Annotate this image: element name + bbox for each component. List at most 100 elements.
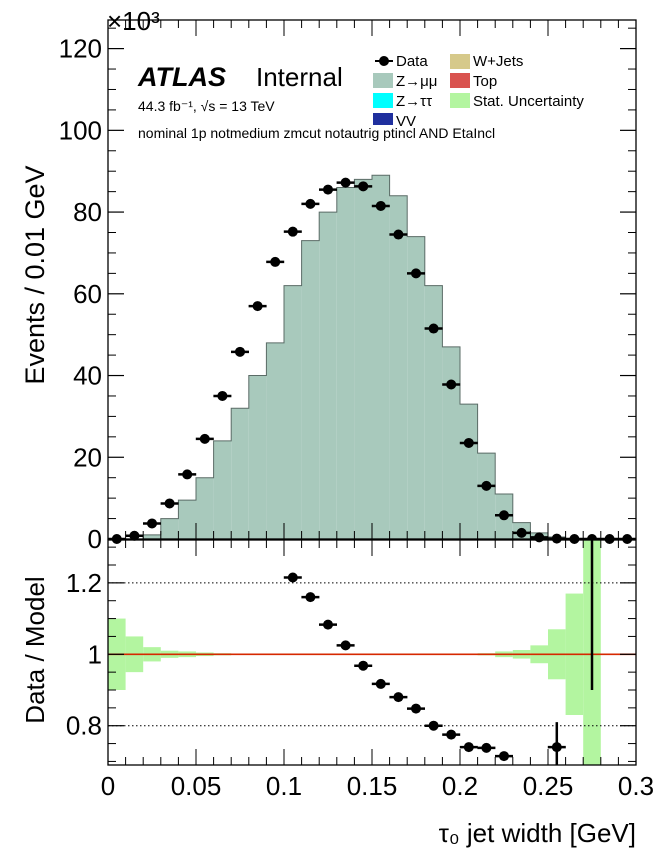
mc-bin <box>354 179 372 539</box>
data-point <box>147 518 157 529</box>
ratio-points <box>283 540 594 765</box>
mc-bin <box>407 236 425 539</box>
mc-bin <box>442 346 460 539</box>
ratio-y-tick-label: 1.2 <box>66 568 102 598</box>
x-tick-label: 0.3 <box>618 771 654 801</box>
data-point <box>340 177 351 188</box>
internal-label: Internal <box>256 62 343 92</box>
data-point <box>393 229 404 240</box>
lumi-label: 44.3 fb⁻¹, √s = 13 TeV <box>138 98 275 114</box>
mc-bin <box>213 440 232 539</box>
legend-label: Z→μμ <box>396 73 437 90</box>
legend-entry-vv: VV <box>373 113 416 130</box>
ratio-panel: 0.8 1 1.2 0 0.05 0.1 0.15 0.2 0.25 0.3 <box>66 539 654 801</box>
legend-entry-wjets: W+Jets <box>450 53 523 70</box>
mc-bin <box>266 342 284 539</box>
mc-bin <box>196 477 214 539</box>
mc-bin <box>301 240 320 539</box>
ratio-point <box>340 640 351 651</box>
mc-bin <box>336 187 355 539</box>
legend-label: VV <box>396 113 416 130</box>
mc-bin <box>248 375 267 539</box>
legend-entry-zmumu: Z→μμ <box>373 73 437 90</box>
x-tick-label: 0 <box>101 771 115 801</box>
legend-entry-top: Top <box>450 73 497 90</box>
selection-label: nominal 1p notmedium zmcut notautrig pti… <box>138 125 495 141</box>
ratio-axes: 0.8 1 1.2 0 0.05 0.1 0.15 0.2 0.25 0.3 <box>66 539 654 801</box>
legend-label: Z→ττ <box>396 93 432 110</box>
ratio-uncertainty-band <box>108 540 601 765</box>
data-point <box>270 256 281 267</box>
mc-bin <box>319 212 337 539</box>
mc-bin <box>231 408 249 539</box>
main-axes: 0 20 40 60 80 100 120 <box>59 19 637 554</box>
mc-bin <box>424 285 443 539</box>
legend-label: Stat. Uncertainty <box>473 93 584 110</box>
ratio-point <box>481 742 492 753</box>
ratio-point <box>287 572 298 583</box>
mc-bin <box>160 518 179 539</box>
y-tick-label: 80 <box>73 197 102 227</box>
y-tick-label: 40 <box>73 361 102 391</box>
ratio-point <box>411 703 421 714</box>
data-point <box>252 301 263 312</box>
legend: Data Z→μμ Z→ττ VV W+Jets Top Stat. Uncer… <box>373 53 584 130</box>
mc-bin <box>178 500 196 539</box>
ratio-ylabel: Data / Model <box>20 576 50 723</box>
ratio-reference-lines <box>108 582 636 727</box>
legend-data-marker <box>379 56 389 66</box>
data-point <box>534 532 545 543</box>
data-point <box>129 530 140 541</box>
mc-bin <box>143 534 161 539</box>
ratio-point <box>499 751 509 762</box>
data-point <box>323 184 333 195</box>
ratio-point <box>323 619 333 630</box>
main-panel: 0 20 40 60 80 100 120 <box>59 19 637 554</box>
mc-histogram <box>108 174 636 540</box>
ratio-point <box>393 692 404 703</box>
ratio-point <box>463 742 474 753</box>
legend-entry-ztautau: Z→ττ <box>373 93 432 110</box>
main-ylabel: Events / 0.01 GeV <box>20 165 50 384</box>
data-point <box>411 268 421 279</box>
data-point <box>199 433 210 444</box>
ratio-y-tick-label: 0.8 <box>66 711 102 741</box>
y-tick-label: 60 <box>73 279 102 309</box>
data-point <box>217 390 228 401</box>
data-point <box>375 200 386 211</box>
data-point <box>428 323 439 334</box>
x-tick-label: 0.15 <box>347 771 398 801</box>
y-tick-label: 0 <box>88 524 102 554</box>
legend-vv-swatch <box>373 113 393 125</box>
mc-bin <box>284 285 302 539</box>
data-point <box>516 527 527 538</box>
y-tick-label: 100 <box>59 115 102 145</box>
mc-bin <box>477 453 496 539</box>
data-point <box>481 480 492 491</box>
ratio-point <box>305 592 316 603</box>
legend-stat-unc-swatch <box>450 93 470 108</box>
legend-label: Data <box>396 53 428 70</box>
mc-outline <box>108 174 636 540</box>
data-point <box>446 379 457 390</box>
data-point <box>182 469 193 480</box>
data-point <box>463 437 474 448</box>
mc-bin <box>389 195 408 539</box>
mc-bin <box>460 404 478 539</box>
y-tick-label: 20 <box>73 442 102 472</box>
atlas-label: ATLAS <box>137 62 226 92</box>
x-tick-label: 0.25 <box>523 771 574 801</box>
ratio-point <box>358 660 369 671</box>
legend-label: Top <box>473 73 497 90</box>
legend-ztautau-swatch <box>373 93 393 108</box>
legend-zmumu-swatch <box>373 73 393 88</box>
legend-label: W+Jets <box>473 53 523 70</box>
mc-bin <box>372 175 390 540</box>
data-point <box>164 498 175 509</box>
data-point <box>235 346 245 357</box>
data-point <box>358 181 369 192</box>
x-tick-label: 0.05 <box>171 771 222 801</box>
legend-entry-data: Data <box>375 53 428 70</box>
ratio-point <box>551 742 562 753</box>
